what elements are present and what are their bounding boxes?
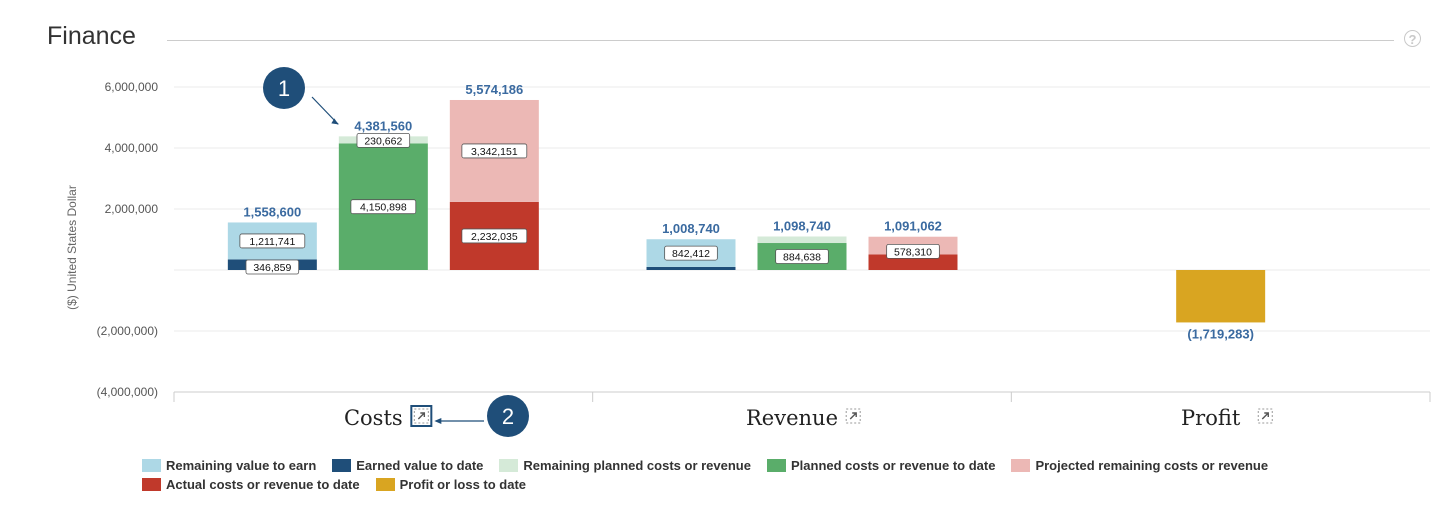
bar-total-label: 5,574,186 [465,82,523,97]
data-label-box [350,199,417,215]
legend-item-earned-value[interactable]: Earned value to date [332,456,483,475]
y-axis-title: ($) United States Dollar [65,185,79,310]
data-label: 230,662 [364,135,402,147]
bar-segment-remaining-planned [757,236,847,244]
bar-segment-profit [1176,270,1266,323]
legend-label: Projected remaining costs or revenue [1035,458,1269,473]
legend-swatch [766,459,786,472]
page-title: Finance [47,22,136,50]
legend-item-remaining-planned[interactable]: Remaining planned costs or revenue [499,456,751,475]
callout-highlight-box [410,405,433,427]
data-label: 2,232,035 [471,231,518,243]
legend-label: Remaining planned costs or revenue [523,458,751,473]
data-label: 884,638 [783,252,821,264]
data-label-box [356,132,411,148]
callout-number: 1 [278,76,290,101]
data-label-box [775,249,829,264]
category-label-profit: Profit [1181,406,1241,430]
callout-badge [487,395,529,437]
expand-icon[interactable] [413,408,429,424]
data-label-box [664,245,718,261]
y-tick-label: 6,000,000 [105,80,159,94]
legend-swatch [142,459,161,472]
finance-chart: 6,000,000 4,000,000 2,000,000 (2,000,000) (4… [65,67,1431,437]
legend-item-projected-remaining[interactable]: Projected remaining costs or revenue [1011,456,1268,475]
data-label-box [461,143,528,159]
data-label: 578,310 [894,246,932,258]
y-tick-label: 2,000,000 [105,202,159,216]
bar-total-label: 1,091,062 [884,219,942,234]
callout-badge [263,67,305,109]
y-tick-label: 4,000,000 [105,141,159,155]
data-label: 346,859 [253,262,291,274]
legend-swatch [332,459,352,472]
legend-label: Earned value to date [356,458,484,473]
legend-swatch [142,478,161,491]
data-label: 842,412 [672,248,710,260]
callout-arrowhead [331,118,339,125]
data-label-box [245,259,300,275]
legend-swatch [499,459,519,472]
legend-item-planned[interactable]: Planned costs or revenue to date [766,456,996,475]
callout-number: 2 [502,404,514,429]
legend-label: Actual costs or revenue to date [166,477,360,492]
legend-swatch [1011,459,1031,472]
data-label: 4,150,898 [360,202,407,214]
legend-swatch [375,478,395,491]
legend-item-remaining-value[interactable]: Remaining value to earn [142,456,316,475]
bar-total-label: 4,381,560 [354,118,412,133]
question-circle-icon[interactable]: ? [1404,30,1421,47]
bar-segment-earned-value [646,266,736,270]
legend-item-actual[interactable]: Actual costs or revenue to date [142,475,360,494]
y-tick-label: (2,000,000) [97,324,158,338]
expand-icon[interactable] [1257,408,1273,424]
category-label-revenue: Revenue [746,406,838,430]
legend-label: Profit or loss to date [399,477,527,492]
data-label: 1,211,741 [249,236,295,248]
legend-label: Planned costs or revenue to date [790,458,996,473]
chart-legend: Remaining value to earn Earned value to d… [142,456,1402,494]
callout-arrowhead [434,418,442,424]
bar-total-label: (1,719,283) [1187,326,1254,341]
data-label: 3,342,151 [471,146,518,158]
legend-item-profit[interactable]: Profit or loss to date [375,475,527,494]
data-label-box [239,233,306,249]
category-label-costs: Costs [344,406,403,430]
legend-label: Remaining value to earn [166,458,317,473]
y-tick-label: (4,000,000) [97,385,158,399]
title-divider [167,40,1394,41]
data-label-box [461,228,528,244]
bar-total-label: 1,008,740 [662,221,720,236]
bar-total-label: 1,098,740 [773,218,831,233]
expand-icon[interactable] [845,408,861,424]
data-label-box [886,243,940,259]
bar-total-label: 1,558,600 [243,204,301,219]
